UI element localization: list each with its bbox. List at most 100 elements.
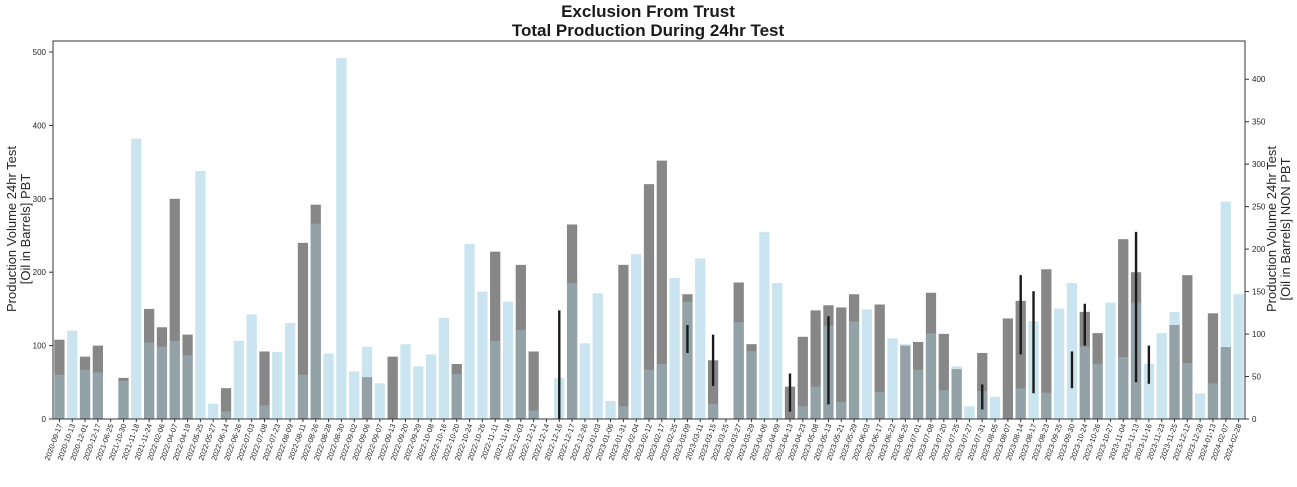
pbt-bar (836, 307, 847, 419)
pbt-bar (682, 294, 693, 419)
non-pbt-bar (272, 351, 283, 419)
non-pbt-bar-overlay (1079, 346, 1090, 419)
non-pbt-bar-overlay (618, 406, 629, 419)
non-pbt-bar-overlay (1015, 388, 1026, 419)
non-pbt-bar-overlay (490, 340, 501, 419)
non-pbt-bar-overlay (284, 323, 296, 419)
pbt-bar (310, 204, 321, 419)
non-pbt-bar-overlay (144, 342, 155, 419)
y-left-tick-label: 300 (33, 195, 47, 204)
non-pbt-bar-overlay (310, 223, 321, 419)
non-pbt-bar-overlay (1054, 308, 1065, 419)
y-right-tick-label: 50 (1252, 373, 1261, 382)
pbt-bar (1182, 275, 1193, 419)
non-pbt-bar (1066, 283, 1078, 419)
non-pbt-bar-overlay (733, 322, 744, 419)
non-pbt-bar-overlay (643, 369, 655, 419)
non-pbt-bar (592, 293, 603, 419)
pbt-bar (220, 388, 232, 419)
pbt-bar (951, 369, 962, 419)
pbt-bar (1079, 311, 1090, 419)
non-pbt-bar-overlay (836, 402, 847, 419)
non-pbt-bar (989, 396, 1001, 419)
non-pbt-bar-overlay (464, 244, 475, 419)
non-pbt-bar (772, 283, 783, 419)
non-pbt-bar-overlay (374, 383, 385, 419)
non-pbt-bar-overlay (631, 254, 642, 419)
non-pbt-bar-overlay (989, 396, 1001, 419)
pbt-bar (1041, 269, 1052, 419)
non-pbt-bar-overlay (682, 301, 693, 419)
non-pbt-bar-overlay (695, 258, 706, 419)
non-pbt-bar-overlay (964, 406, 975, 419)
y-left-tick-label: 200 (33, 268, 47, 277)
non-pbt-bar-overlay (246, 314, 257, 419)
pbt-bar (54, 339, 65, 419)
non-pbt-bar-overlay (528, 410, 539, 419)
non-pbt-bar (1195, 393, 1206, 419)
pbt-bar (515, 264, 526, 419)
non-pbt-bar-overlay (592, 293, 603, 419)
non-pbt-bar (284, 323, 296, 419)
non-pbt-bar (246, 314, 257, 419)
non-pbt-bar-overlay (797, 406, 808, 419)
non-pbt-bar (374, 383, 385, 419)
non-pbt-bar-overlay (579, 343, 591, 419)
non-pbt-bar-overlay (1233, 294, 1244, 419)
non-pbt-bar-overlay (810, 386, 821, 419)
pbt-bar (361, 377, 373, 419)
non-pbt-bar-overlay (1207, 383, 1219, 419)
pbt-bar (79, 356, 91, 419)
non-pbt-bar (438, 317, 450, 419)
non-pbt-bar-overlay (656, 363, 667, 419)
non-pbt-bar (887, 338, 898, 419)
non-pbt-bar-overlay (887, 338, 898, 419)
non-pbt-bar (477, 291, 488, 419)
non-pbt-bar-overlay (118, 380, 129, 419)
non-pbt-bar (1143, 363, 1154, 419)
non-pbt-bar-overlay (451, 373, 462, 419)
y-left-tick-label: 100 (33, 342, 47, 351)
non-pbt-bar-overlay (848, 321, 860, 419)
pbt-bar (938, 333, 949, 419)
y-left-tick-label: 0 (42, 415, 47, 424)
non-pbt-bar-overlay (605, 401, 616, 419)
y-left-tick-label: 400 (33, 121, 47, 130)
pbt-bar (733, 282, 744, 419)
non-pbt-bar-overlay (182, 355, 193, 419)
non-pbt-bar (759, 232, 770, 419)
pbt-bar (490, 251, 501, 419)
non-pbt-bar-overlay (746, 351, 757, 419)
pbt-bar (900, 345, 911, 419)
non-pbt-bar-overlay (220, 411, 232, 419)
non-pbt-bar (195, 170, 206, 419)
non-pbt-bar-overlay (759, 232, 770, 419)
non-pbt-bar-overlay (233, 340, 244, 419)
non-pbt-bar-overlay (195, 170, 206, 419)
pbt-bar (528, 351, 539, 419)
non-pbt-bar-overlay (336, 57, 347, 419)
pbt-bar (1092, 333, 1103, 419)
pbt-bar (451, 363, 462, 419)
non-pbt-bar (464, 244, 475, 419)
non-pbt-bar-overlay (208, 403, 219, 419)
chart-subtitle: Total Production During 24hr Test (512, 21, 785, 40)
non-pbt-bar-overlay (156, 346, 168, 419)
pbt-bar (182, 334, 193, 419)
non-pbt-bar (964, 406, 975, 419)
non-pbt-bar-overlay (925, 333, 937, 419)
non-pbt-bar-overlay (349, 371, 360, 419)
y-axis-left-label-line1: Production Volume 24hr Test (4, 146, 19, 312)
non-pbt-bar-overlay (361, 346, 373, 419)
non-pbt-bar-overlay (874, 391, 885, 419)
plot-area (54, 57, 1244, 419)
pbt-bar (810, 310, 821, 419)
non-pbt-bar-overlay (1118, 356, 1129, 419)
y-axis-left-label-line2: [Oil in Barrels] PBT (18, 174, 33, 285)
pbt-bar (259, 351, 270, 419)
non-pbt-bar (67, 330, 78, 419)
pbt-bar (387, 356, 398, 419)
non-pbt-bar-overlay (1169, 311, 1180, 419)
non-pbt-bar-overlay (92, 372, 103, 419)
